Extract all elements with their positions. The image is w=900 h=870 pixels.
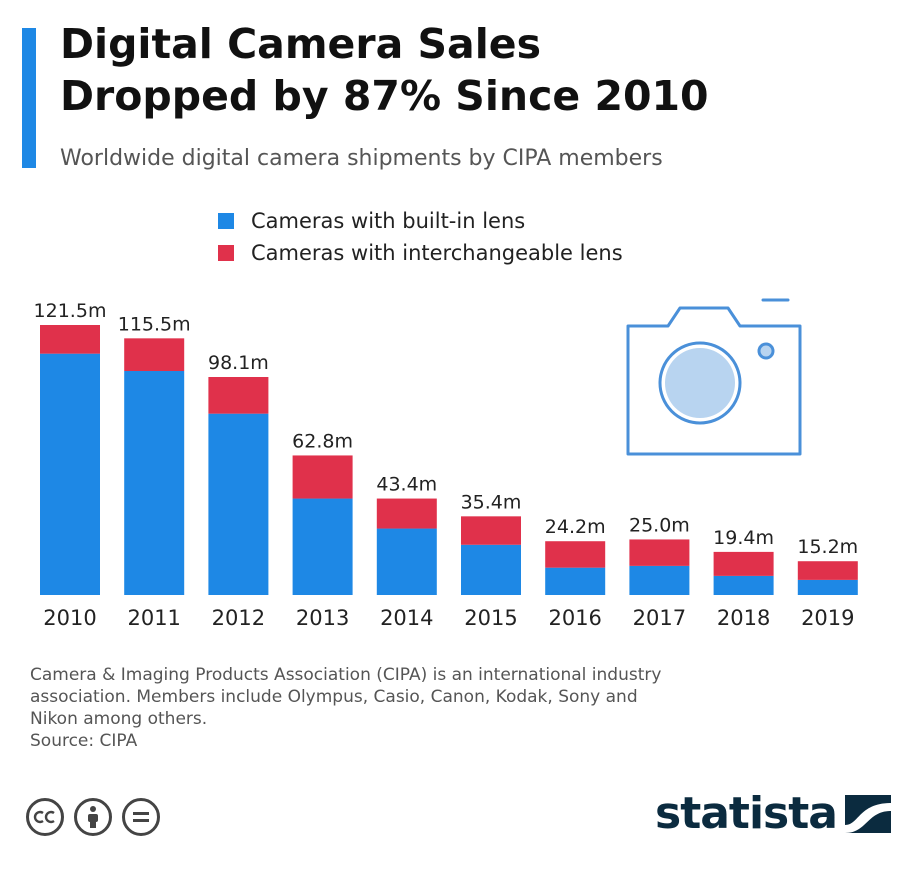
x-tick-2015: 2015 bbox=[464, 606, 517, 630]
bar-2011-cameras-with-built-in-lens bbox=[124, 371, 185, 595]
legend-item-built-in: Cameras with built-in lens bbox=[218, 205, 623, 237]
statista-wordmark: statista bbox=[655, 788, 838, 839]
bar-2016-cameras-with-built-in-lens bbox=[545, 567, 606, 595]
bar-2010-cameras-with-built-in-lens bbox=[40, 353, 100, 595]
x-tick-2013: 2013 bbox=[296, 606, 349, 630]
chart-title: Digital Camera Sales Dropped by 87% Sinc… bbox=[60, 18, 880, 122]
accent-bar bbox=[22, 28, 36, 168]
statista-brand: statista bbox=[655, 788, 891, 839]
data-label-2017: 25.0m bbox=[629, 514, 690, 536]
bar-2019-cameras-with-interchangeable-lens bbox=[797, 561, 858, 580]
license-icons bbox=[26, 798, 170, 836]
x-tick-2016: 2016 bbox=[548, 606, 601, 630]
bar-2019-cameras-with-built-in-lens bbox=[797, 579, 858, 595]
data-label-2014: 43.4m bbox=[376, 474, 437, 496]
bar-2018-cameras-with-interchangeable-lens bbox=[713, 551, 774, 576]
bar-2017-cameras-with-built-in-lens bbox=[629, 565, 690, 595]
legend-swatch-built-in bbox=[218, 213, 234, 229]
bar-2012-cameras-with-interchangeable-lens bbox=[208, 377, 269, 414]
bar-2013-cameras-with-built-in-lens bbox=[292, 498, 353, 595]
bar-2018-cameras-with-built-in-lens bbox=[713, 575, 774, 595]
data-label-2019: 15.2m bbox=[797, 536, 858, 558]
creative-commons-icon[interactable] bbox=[26, 798, 64, 836]
x-tick-2010: 2010 bbox=[43, 606, 96, 630]
footnote-line-2: association. Members include Olympus, Ca… bbox=[30, 687, 638, 707]
data-label-2018: 19.4m bbox=[713, 527, 774, 549]
x-tick-2017: 2017 bbox=[633, 606, 686, 630]
x-tick-2018: 2018 bbox=[717, 606, 770, 630]
bar-2012-cameras-with-built-in-lens bbox=[208, 413, 269, 595]
attribution-icon[interactable] bbox=[74, 798, 112, 836]
bar-2014-cameras-with-built-in-lens bbox=[376, 528, 437, 595]
data-label-2010: 121.5m bbox=[34, 300, 107, 322]
bar-2010-cameras-with-interchangeable-lens bbox=[40, 325, 100, 354]
camera-icon bbox=[626, 298, 802, 456]
x-tick-2014: 2014 bbox=[380, 606, 433, 630]
data-label-2015: 35.4m bbox=[461, 491, 522, 513]
legend: Cameras with built-in lens Cameras with … bbox=[218, 205, 623, 269]
x-tick-2011: 2011 bbox=[127, 606, 180, 630]
bar-chart: 121.5m 2010 115.5m 2011 98.1m 2012 62.8m 2013 43… bbox=[34, 300, 859, 630]
bar-2017-cameras-with-interchangeable-lens bbox=[629, 539, 690, 566]
source-note: Source: CIPA bbox=[30, 731, 138, 751]
data-label-2012: 98.1m bbox=[208, 352, 269, 374]
bar-2011-cameras-with-interchangeable-lens bbox=[124, 338, 185, 371]
bar-2015-cameras-with-interchangeable-lens bbox=[461, 516, 521, 545]
statista-logo-icon bbox=[844, 794, 891, 833]
bar-2013-cameras-with-interchangeable-lens bbox=[292, 455, 353, 499]
footnote-line-3: Nikon among others. bbox=[30, 709, 208, 729]
data-label-2011: 115.5m bbox=[118, 313, 191, 335]
legend-label-built-in: Cameras with built-in lens bbox=[251, 209, 526, 233]
chart-subtitle: Worldwide digital camera shipments by CI… bbox=[60, 146, 663, 171]
x-tick-2012: 2012 bbox=[212, 606, 265, 630]
legend-swatch-interchangeable bbox=[218, 245, 234, 261]
footnote-line-1: Camera & Imaging Products Association (C… bbox=[30, 665, 662, 685]
footnote: Camera & Imaging Products Association (C… bbox=[30, 664, 880, 752]
bar-2016-cameras-with-interchangeable-lens bbox=[545, 541, 606, 568]
x-tick-2019: 2019 bbox=[801, 606, 854, 630]
data-label-2013: 62.8m bbox=[292, 430, 353, 452]
bar-2015-cameras-with-built-in-lens bbox=[461, 544, 521, 595]
legend-label-interchangeable: Cameras with interchangeable lens bbox=[251, 241, 623, 265]
chart-title-line-1: Digital Camera Sales bbox=[60, 20, 541, 68]
chart-title-line-2: Dropped by 87% Since 2010 bbox=[60, 72, 709, 120]
bar-2014-cameras-with-interchangeable-lens bbox=[376, 498, 437, 529]
legend-item-interchangeable: Cameras with interchangeable lens bbox=[218, 237, 623, 269]
data-label-2016: 24.2m bbox=[545, 516, 606, 538]
no-derivatives-icon[interactable] bbox=[122, 798, 160, 836]
